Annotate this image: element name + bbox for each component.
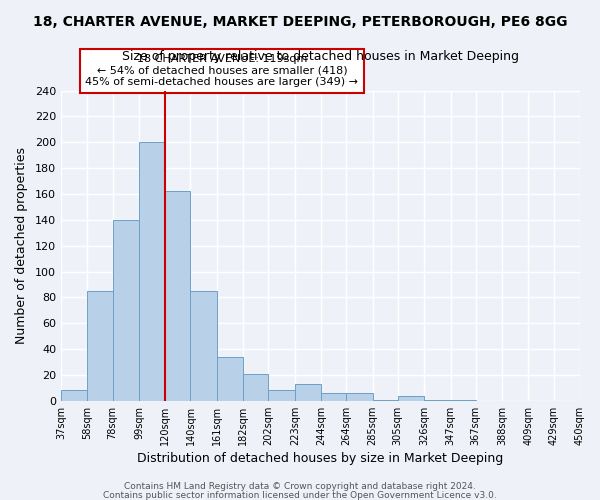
Text: 18 CHARTER AVENUE: 119sqm
← 54% of detached houses are smaller (418)
45% of semi: 18 CHARTER AVENUE: 119sqm ← 54% of detac…: [85, 54, 358, 88]
Bar: [88, 291, 113, 401]
Text: Contains HM Land Registry data © Crown copyright and database right 2024.: Contains HM Land Registry data © Crown c…: [124, 482, 476, 491]
Bar: [243, 374, 268, 401]
Bar: [398, 396, 424, 401]
Title: Size of property relative to detached houses in Market Deeping: Size of property relative to detached ho…: [122, 50, 519, 63]
Bar: [166, 192, 190, 401]
Bar: [424, 400, 451, 401]
Bar: [61, 390, 88, 401]
Text: 18, CHARTER AVENUE, MARKET DEEPING, PETERBOROUGH, PE6 8GG: 18, CHARTER AVENUE, MARKET DEEPING, PETE…: [33, 15, 567, 29]
X-axis label: Distribution of detached houses by size in Market Deeping: Distribution of detached houses by size …: [137, 452, 503, 465]
Text: Contains public sector information licensed under the Open Government Licence v3: Contains public sector information licen…: [103, 491, 497, 500]
Bar: [373, 400, 398, 401]
Y-axis label: Number of detached properties: Number of detached properties: [15, 147, 28, 344]
Bar: [346, 393, 373, 401]
Bar: [217, 357, 243, 401]
Bar: [295, 384, 321, 401]
Bar: [190, 291, 217, 401]
Bar: [139, 142, 166, 401]
Bar: [451, 400, 476, 401]
Bar: [321, 393, 346, 401]
Bar: [268, 390, 295, 401]
Bar: [113, 220, 139, 401]
